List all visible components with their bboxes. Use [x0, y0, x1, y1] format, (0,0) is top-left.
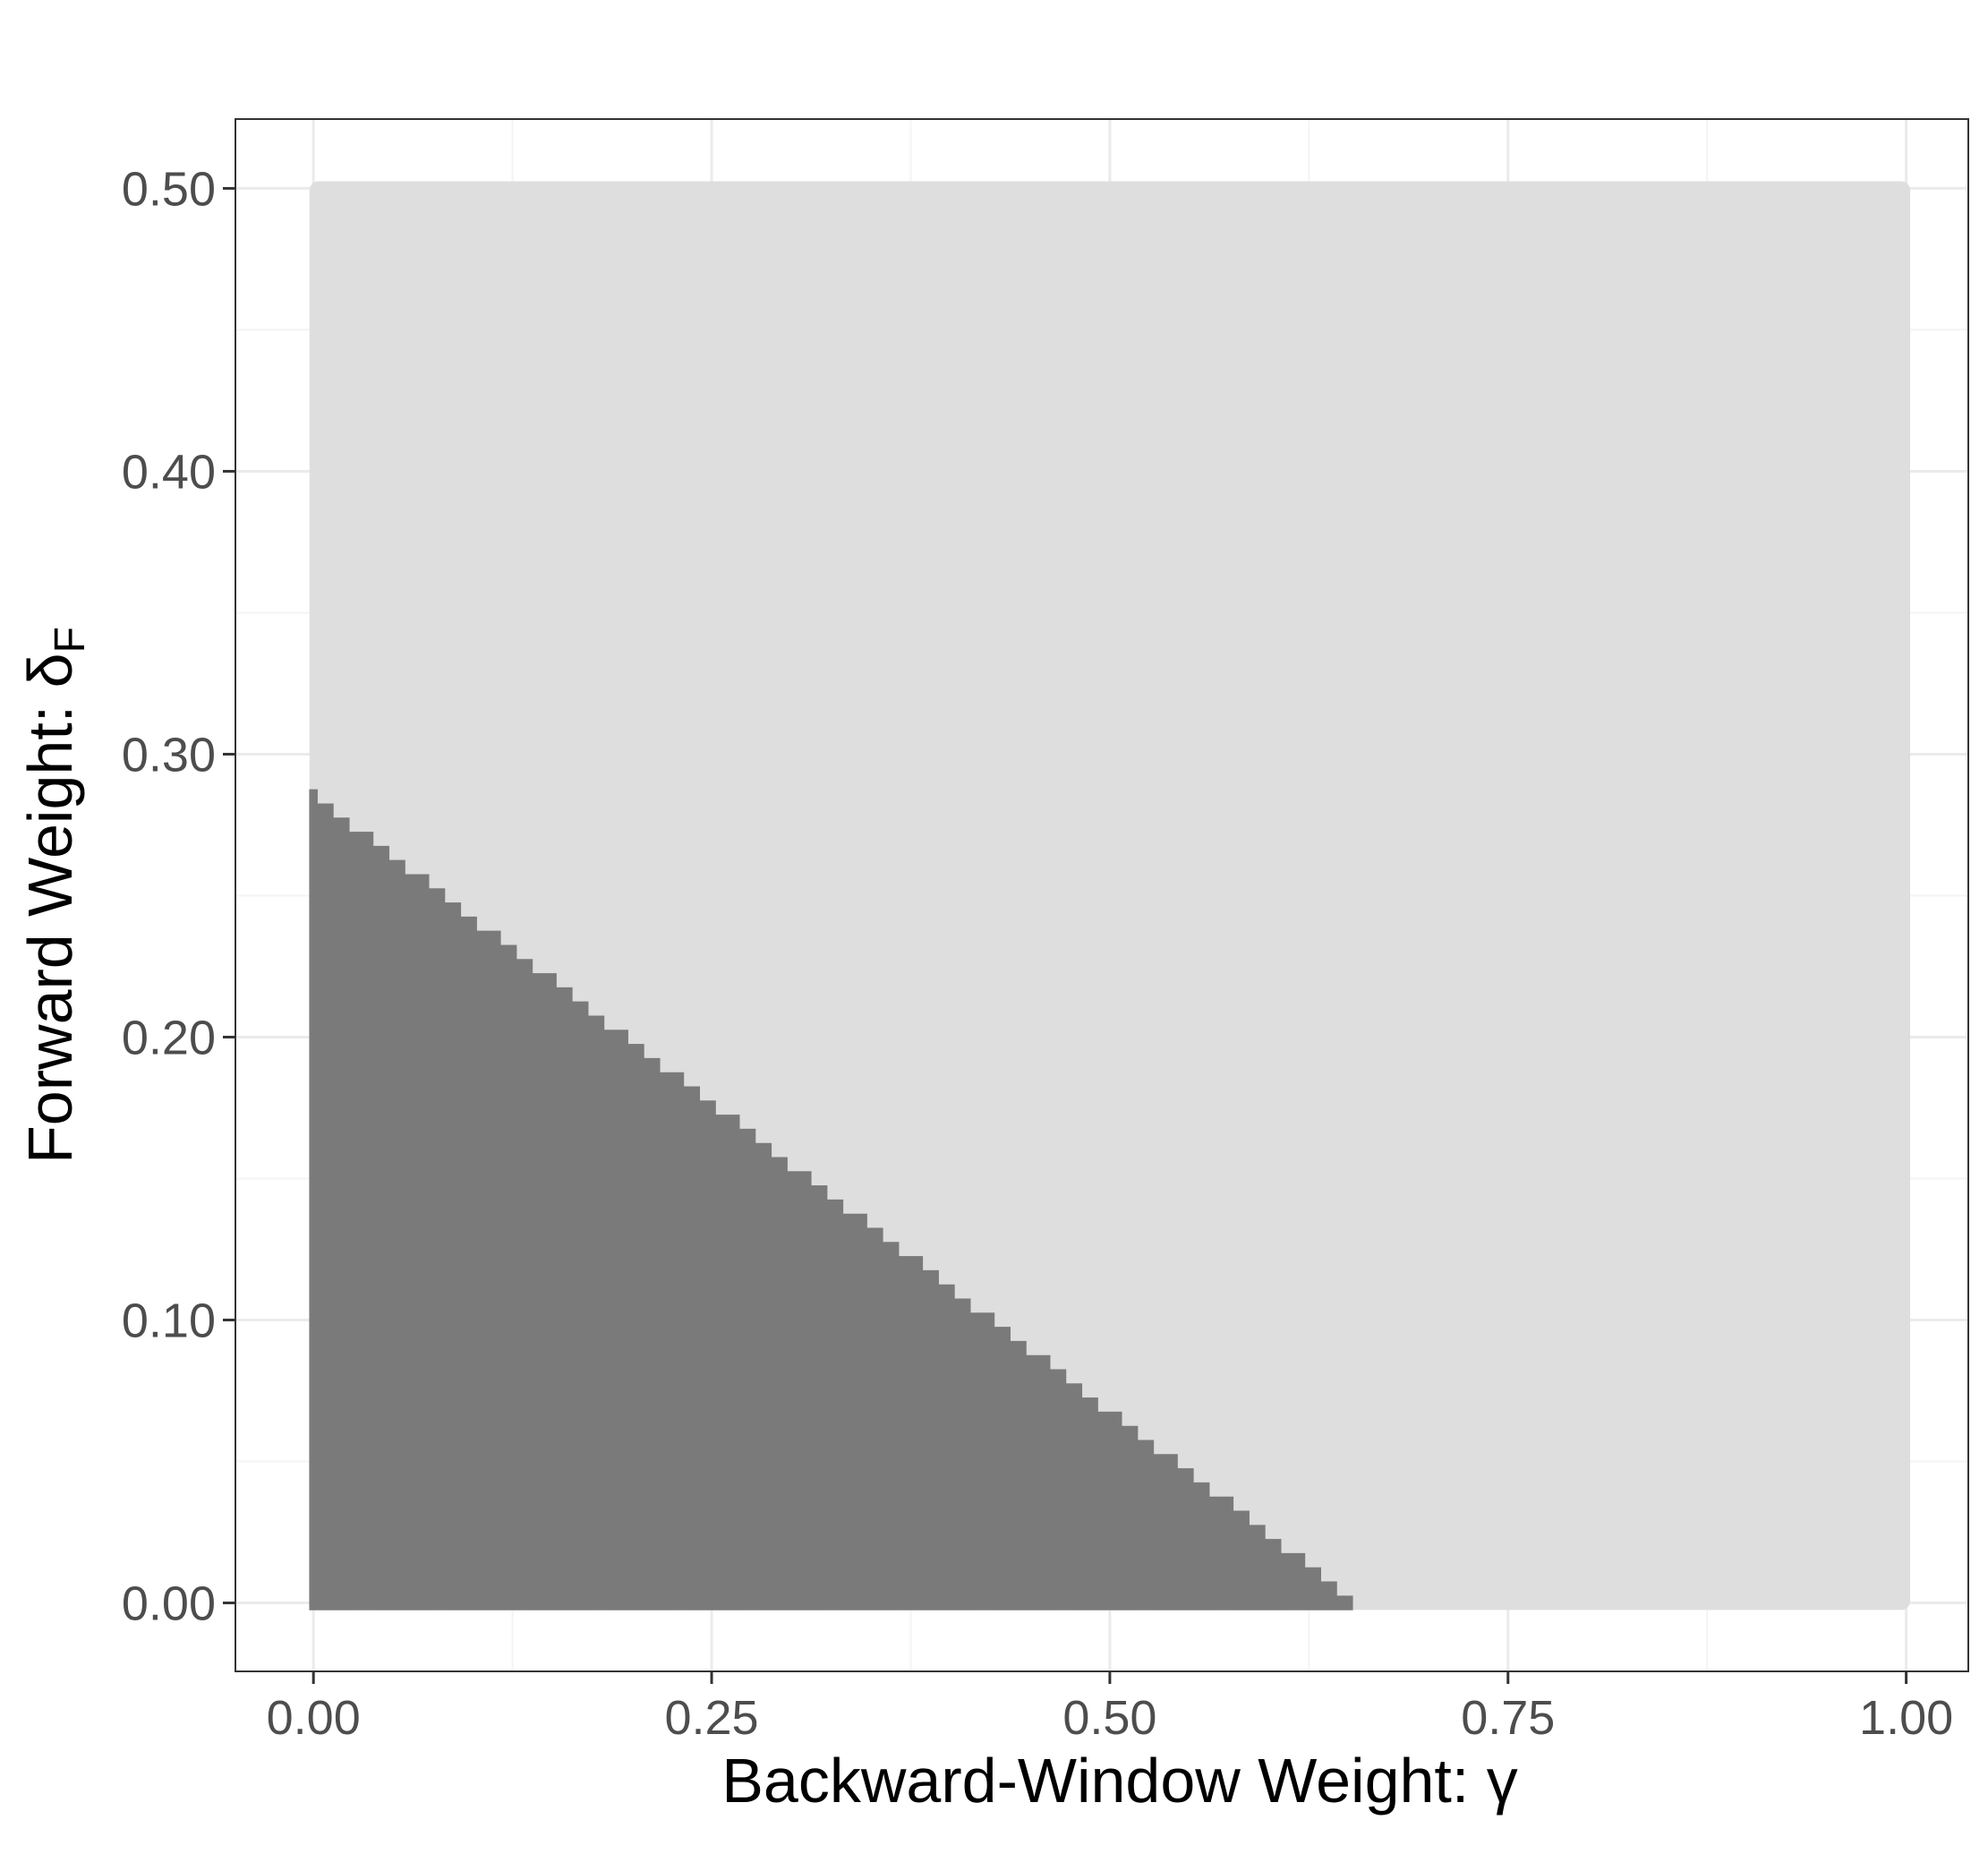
y-tick-label: 0.00: [122, 1577, 216, 1631]
y-axis-title-subscript: F: [47, 627, 94, 653]
x-tick-label: 0.25: [664, 1691, 758, 1745]
x-tick-label: 0.75: [1461, 1691, 1555, 1745]
x-tick-label: 1.00: [1859, 1691, 1953, 1745]
y-tick-label: 0.50: [122, 162, 216, 216]
y-tick-label: 0.30: [122, 728, 216, 782]
x-axis-title: Backward-Window Weight: γ: [721, 1746, 1518, 1816]
x-tick-label: 0.50: [1062, 1691, 1156, 1745]
x-tick-label: 0.00: [267, 1691, 361, 1745]
panel-border: [235, 118, 1969, 1672]
region-lower-left-triangle: [309, 789, 1353, 1611]
y-axis-title: Forward Weight: δF: [15, 627, 94, 1164]
axis-ticks: 0.00 0.25 0.50 0.75 1.00 0.00 0.10 0.20 0.30 0.40…: [122, 162, 1953, 1745]
y-axis-title-main: Forward Weight: δ: [15, 653, 85, 1164]
y-tick-label: 0.10: [122, 1294, 216, 1348]
heatmap-regions: [309, 181, 1911, 1611]
y-tick-label: 0.40: [122, 445, 216, 499]
y-tick-label: 0.20: [122, 1011, 216, 1064]
